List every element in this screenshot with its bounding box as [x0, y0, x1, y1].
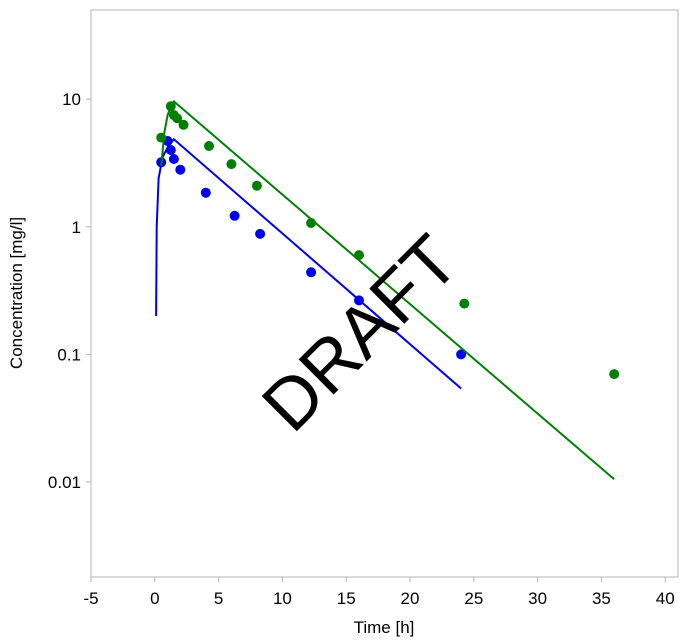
data-point — [200, 187, 211, 198]
data-point — [354, 295, 364, 306]
x-tick-label: -5 — [83, 589, 98, 608]
x-tick-label: 25 — [464, 589, 483, 608]
y-tick-label: 0.1 — [57, 345, 81, 364]
x-tick-label: 30 — [528, 589, 547, 608]
data-point — [306, 218, 317, 228]
series-2 — [156, 99, 620, 481]
data-point — [251, 180, 262, 191]
data-point — [229, 210, 240, 221]
data-point — [165, 101, 176, 112]
data-point — [156, 132, 167, 143]
data-point — [168, 154, 179, 164]
data-point — [255, 228, 266, 239]
data-point — [459, 298, 470, 309]
y-tick-label: 0.01 — [48, 473, 81, 492]
data-point — [165, 145, 176, 155]
data-point — [306, 267, 317, 278]
data-point — [204, 141, 214, 151]
data-point — [178, 119, 189, 130]
data-point — [354, 250, 364, 261]
data-point — [226, 159, 237, 170]
data-point — [172, 113, 183, 124]
x-tick-label: 20 — [401, 589, 420, 608]
x-tick-label: 15 — [337, 589, 356, 608]
y-tick-label: 1 — [72, 218, 81, 237]
x-tick-label: 40 — [656, 589, 675, 608]
x-axis-label: Time [h] — [354, 618, 415, 637]
y-tick-label: 10 — [62, 90, 81, 109]
x-tick-label: 0 — [150, 589, 159, 608]
x-tick-label: 35 — [592, 589, 611, 608]
data-point — [456, 349, 467, 360]
axis-ticks: -5 0 5 10 15 20 25 30 35 40 0.01 0.1 1 10 — [48, 90, 675, 608]
data-point — [175, 164, 186, 175]
y-axis-label: Concentration [mg/l] — [7, 217, 26, 369]
plot-area — [90, 9, 679, 578]
data-point — [609, 369, 620, 380]
x-tick-label: 5 — [214, 589, 223, 608]
x-tick-label: 10 — [273, 589, 292, 608]
series-layer — [155, 99, 620, 481]
